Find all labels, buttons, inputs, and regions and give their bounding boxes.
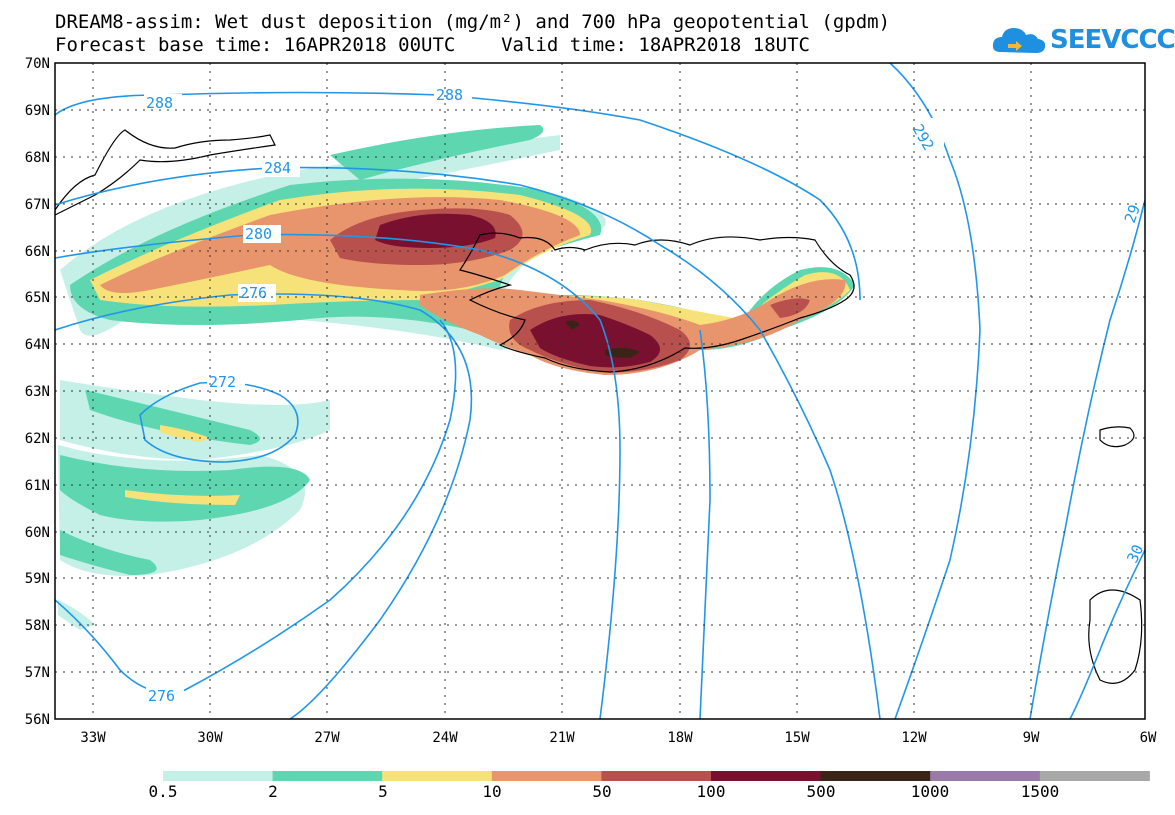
contour-label: 284 [264, 159, 291, 177]
legend-label: 50 [592, 782, 612, 801]
coastlines [55, 129, 1143, 684]
grid [55, 63, 1145, 719]
contour-label: 288 [146, 94, 173, 112]
legend-swatch [272, 771, 383, 781]
lat-label: 57N [25, 665, 50, 681]
lat-label: 70N [25, 56, 50, 72]
contour-label: 288 [436, 86, 463, 104]
plot-frame [54, 62, 1146, 720]
logo-text: SEEVCCC [1050, 25, 1175, 55]
legend-colorbar [163, 771, 1150, 781]
legend-swatch [601, 771, 712, 781]
legend-swatch [820, 771, 931, 781]
lon-label: 33W [80, 730, 106, 746]
contour-labels: 288 288 292 284 280 276 272 276 29 30 [144, 86, 1147, 705]
lat-label: 64N [25, 337, 50, 353]
legend-label: 0.5 [148, 782, 178, 801]
lat-label: 59N [25, 571, 50, 587]
lat-label: 62N [25, 431, 50, 447]
lat-label: 65N [25, 290, 50, 306]
legend-label: 10 [482, 782, 502, 801]
cloud-icon [992, 28, 1046, 53]
legend-label: 2 [268, 782, 278, 801]
contour-label: 29 [1121, 202, 1144, 225]
lat-label: 69N [25, 103, 50, 119]
lon-label: 24W [432, 730, 458, 746]
deposition-field [58, 125, 855, 630]
legend-label: 1000 [910, 782, 950, 801]
lat-label: 56N [25, 712, 50, 728]
lon-label: 21W [549, 730, 575, 746]
contour-label: 272 [209, 373, 236, 391]
lon-label: 15W [784, 730, 810, 746]
legend-label: 5 [378, 782, 388, 801]
lat-label: 58N [25, 618, 50, 634]
lat-label: 66N [25, 244, 50, 260]
lon-label: 6W [1140, 730, 1157, 746]
lon-label: 12W [901, 730, 927, 746]
chart-title-line1: DREAM8-assim: Wet dust deposition (mg/m²… [55, 11, 891, 33]
lon-label: 9W [1023, 730, 1040, 746]
contour-label: 276 [240, 284, 267, 302]
contour-label: 30 [1123, 542, 1147, 566]
lat-label: 63N [25, 384, 50, 400]
lon-label: 27W [314, 730, 340, 746]
legend-swatch [1039, 771, 1150, 781]
lat-label: 68N [25, 150, 50, 166]
legend-swatch [491, 771, 602, 781]
contour-label: 276 [148, 687, 175, 705]
legend-label: 100 [696, 782, 726, 801]
legend-label: 500 [806, 782, 836, 801]
lon-axis: 33W 30W 27W 24W 21W 18W 15W 12W 9W 6W [80, 730, 1157, 746]
lon-label: 18W [667, 730, 693, 746]
chart-title-line2: Forecast base time: 16APR2018 00UTC Vali… [55, 34, 810, 56]
contour-label: 280 [245, 225, 272, 243]
lat-label: 67N [25, 197, 50, 213]
legend-swatch [711, 771, 822, 781]
lon-label: 30W [197, 730, 223, 746]
legend-swatch [930, 771, 1041, 781]
seevccc-logo: SEEVCCC [990, 20, 1175, 60]
legend-label: 1500 [1020, 782, 1060, 801]
legend-swatch [163, 771, 274, 781]
lat-axis: 70N 69N 68N 67N 66N 65N 64N 63N 62N 61N … [25, 56, 50, 728]
legend-swatch [382, 771, 493, 781]
lat-label: 60N [25, 525, 50, 541]
lat-label: 61N [25, 478, 50, 494]
